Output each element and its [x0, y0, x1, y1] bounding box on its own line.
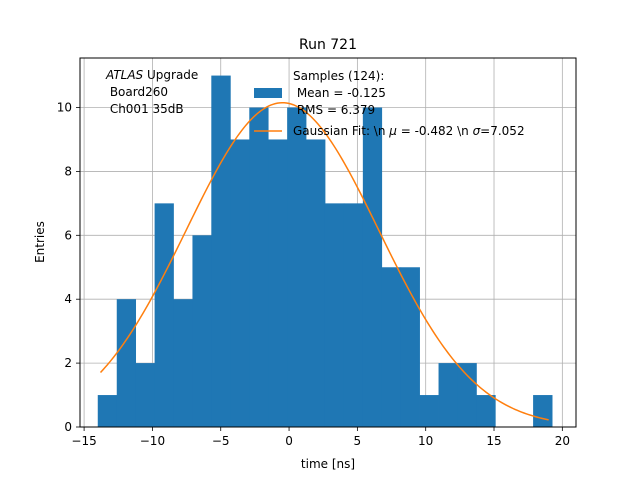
histogram-bar: [457, 363, 477, 427]
histogram-bar: [173, 299, 193, 427]
y-tick-label: 6: [64, 228, 72, 242]
legend-samples-line-2: Mean = -0.125: [293, 86, 386, 100]
histogram-bar: [230, 139, 250, 427]
legend-fit-mu: μ: [388, 124, 397, 138]
atlas-annotation: ATLAS Upgrade Board260 Ch001 35dB: [105, 68, 198, 116]
x-tick-label: −10: [140, 434, 165, 448]
y-axis-label: Entries: [33, 221, 47, 263]
axes-frame: [79, 57, 577, 428]
gaussian-fit-curve: [99, 101, 549, 421]
histogram-bar: [533, 395, 553, 427]
legend-fit-part-3: = -0.482 \n: [397, 124, 473, 138]
x-tick-label: 20: [555, 434, 570, 448]
annotation-line-3: Ch001 35dB: [106, 102, 184, 116]
y-tick-label: 10: [57, 101, 72, 115]
legend-samples-line-1: Samples (124):: [293, 69, 384, 83]
y-tick-label: 0: [64, 420, 72, 434]
histogram-bar: [97, 395, 118, 427]
histogram-bar: [343, 203, 364, 427]
histogram-bar: [381, 267, 402, 427]
y-tick-label: 4: [64, 292, 72, 306]
histogram-bar: [249, 107, 269, 428]
y-tick-label: 2: [64, 356, 72, 370]
histogram-bar: [116, 299, 137, 427]
histogram-bar: [400, 267, 420, 427]
legend-fit-label: Gaussian Fit: \n μ = -0.482 \n σ=7.052: [293, 124, 525, 138]
histogram-bar: [306, 139, 326, 427]
x-tick-label: −5: [212, 434, 230, 448]
histogram-bar: [268, 139, 288, 427]
histogram-bar: [362, 107, 383, 428]
legend-fit-part-1: Gaussian Fit: \n: [293, 124, 389, 138]
x-tick-label: 10: [418, 434, 433, 448]
gaussian-fit: [99, 101, 549, 421]
legend-bar-swatch: [254, 88, 282, 98]
legend-samples-line-3: RMS = 6.379: [293, 103, 375, 117]
x-tick-label: 0: [285, 434, 293, 448]
legend: Samples (124): Mean = -0.125 RMS = 6.379…: [254, 69, 525, 138]
histogram-bar: [154, 203, 174, 427]
legend-fit-sigma: σ: [473, 124, 481, 138]
annotation-atlas-word: ATLAS: [105, 68, 144, 82]
annotation-line-1: ATLAS Upgrade: [105, 68, 198, 82]
x-axis-label: time [ns]: [301, 457, 355, 471]
y-tick-label: 8: [64, 164, 72, 178]
histogram-bars: [97, 75, 553, 428]
annotation-upgrade-word: Upgrade: [143, 68, 198, 82]
histogram-bar: [438, 363, 458, 427]
histogram-bar: [192, 235, 212, 427]
y-axis-ticks: 0 2 4 6 8 10: [57, 101, 80, 434]
annotation-line-2: Board260: [106, 85, 168, 99]
histogram-bar: [287, 107, 307, 428]
x-tick-label: 5: [354, 434, 362, 448]
histogram-bar: [135, 363, 156, 427]
x-tick-label: −15: [71, 434, 96, 448]
x-axis-ticks: −15 −10 −5 0 5 10 15 20: [71, 427, 570, 448]
histogram-bar: [476, 395, 496, 427]
x-tick-label: 15: [486, 434, 501, 448]
histogram-bar: [419, 395, 439, 427]
histogram-bar: [211, 75, 231, 428]
legend-fit-part-5: =7.052: [480, 124, 524, 138]
chart-title: Run 721: [299, 37, 357, 53]
histogram-bar: [324, 203, 345, 427]
